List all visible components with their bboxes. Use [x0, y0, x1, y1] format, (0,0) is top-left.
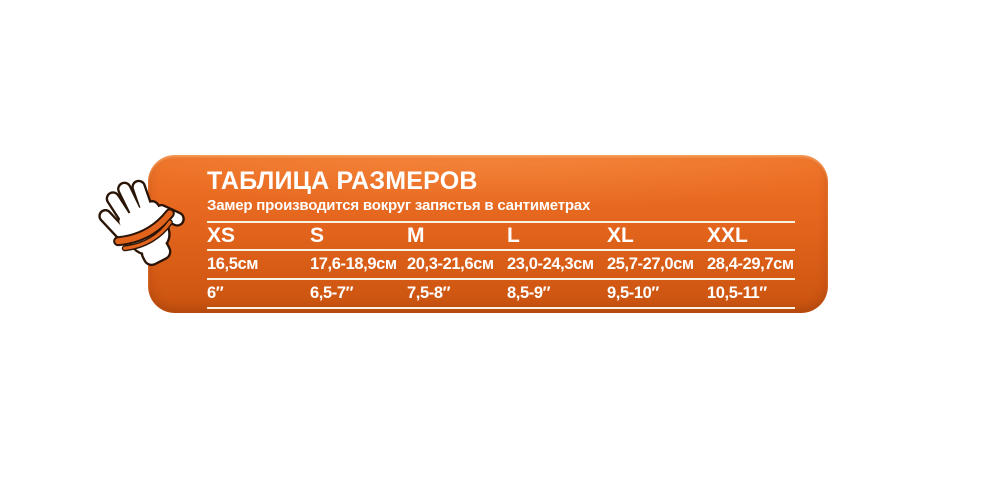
inch-value-cell: 7,5-8″: [407, 284, 451, 302]
size-header-m: M: [407, 224, 425, 247]
hand-with-measuring-tape-icon: [103, 162, 181, 272]
inch-value-cell: 6″: [207, 284, 224, 302]
size-header-xl: XL: [607, 224, 634, 247]
inch-value-cell: 6,5-7″: [310, 284, 354, 302]
cm-value-cell: 28,4-29,7см: [707, 255, 794, 273]
size-table-header-row: XS S M L XL XXL: [207, 223, 795, 251]
size-chart-card: ТАБЛИЦА РАЗМЕРОВ Замер производится вокр…: [148, 155, 828, 313]
inch-value-cell: 9,5-10″: [607, 284, 659, 302]
inch-value-cell: 10,5-11″: [707, 284, 767, 302]
cm-value-cell: 16,5см: [207, 255, 259, 273]
cm-value-cell: 25,7-27,0см: [607, 255, 694, 273]
cm-value-cell: 23,0-24,3см: [507, 255, 594, 273]
cm-value-cell: 20,3-21,6см: [407, 255, 494, 273]
size-header-xs: XS: [207, 224, 236, 247]
size-table-cm-row: 16,5см 17,6-18,9см 20,3-21,6см 23,0-24,3…: [207, 251, 795, 280]
size-header-l: L: [507, 224, 520, 247]
size-table-inch-row: 6″ 6,5-7″ 7,5-8″ 8,5-9″ 9,5-10″ 10,5-11″: [207, 280, 795, 309]
size-table: XS S M L XL XXL 16,5см 17,6-18,9см 20,3-…: [207, 221, 795, 309]
cm-value-cell: 17,6-18,9см: [310, 255, 397, 273]
size-header-s: S: [310, 224, 325, 247]
inch-value-cell: 8,5-9″: [507, 284, 551, 302]
card-subtitle: Замер производится вокруг запястья в сан…: [207, 197, 591, 214]
size-header-xxl: XXL: [707, 224, 748, 247]
card-title: ТАБЛИЦА РАЗМЕРОВ: [207, 167, 478, 195]
